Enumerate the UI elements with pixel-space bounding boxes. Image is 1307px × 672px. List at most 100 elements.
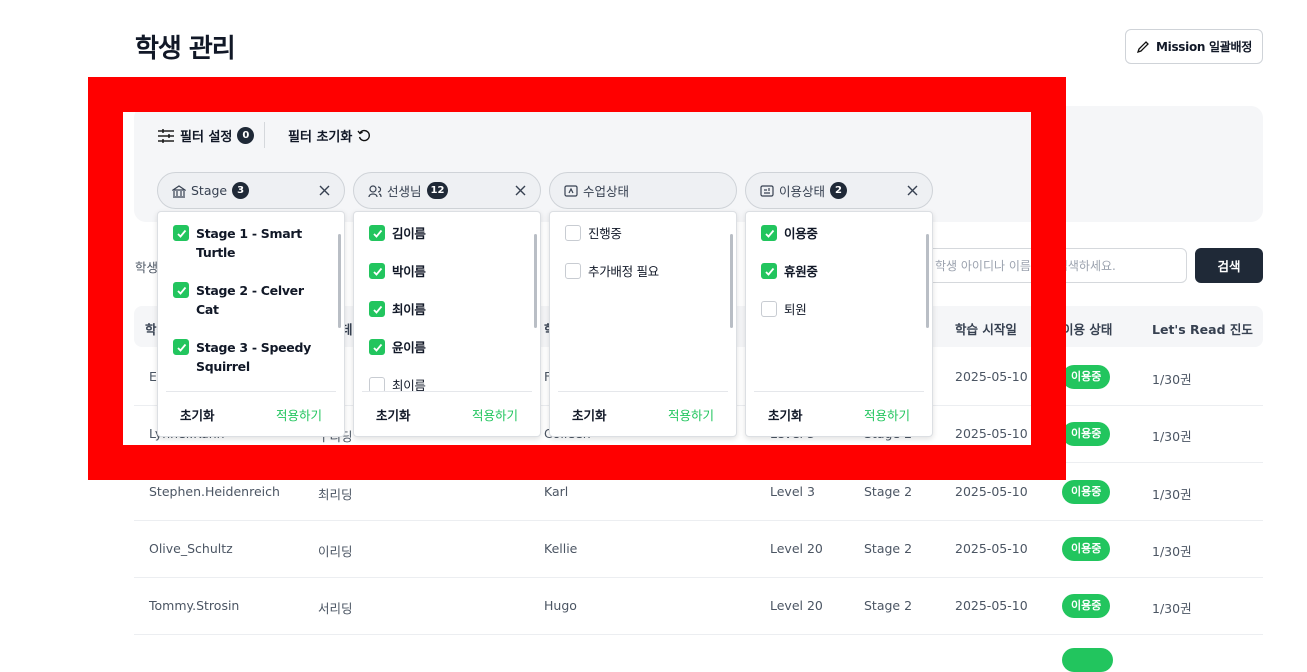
checkbox[interactable]	[173, 225, 189, 241]
table-cell: 2025-05-10	[955, 369, 1028, 384]
dropdown-footer: 초기화 적용하기	[362, 391, 532, 436]
filter-option[interactable]: 김이름	[354, 224, 529, 243]
filter-option[interactable]: 추가배정 필요	[550, 262, 725, 281]
search-button[interactable]: 검색	[1195, 248, 1263, 283]
filter-chip[interactable]: 선생님 12	[353, 172, 541, 209]
chip-clear[interactable]	[515, 181, 526, 200]
table-cell: Tommy.Strosin	[149, 598, 240, 613]
table-cell: F	[544, 369, 552, 384]
filter-option[interactable]: Stage 3 - Speedy Squirrel	[158, 338, 333, 376]
checkbox[interactable]	[761, 225, 777, 241]
dropdown-footer: 초기화 적용하기	[754, 391, 924, 436]
scrollbar	[926, 234, 929, 328]
checkbox[interactable]	[565, 263, 581, 279]
option-label: 최이름	[392, 378, 426, 392]
filter-reset[interactable]: 필터 초기화	[288, 126, 371, 145]
reset-button[interactable]: 초기화	[572, 408, 607, 423]
option-list: 김이름 박이름 최이름 윤이름 최이름	[354, 224, 529, 392]
checkbox[interactable]	[565, 225, 581, 241]
filter-option[interactable]: Stage 2 - Celver Cat	[158, 281, 333, 319]
filter-option[interactable]: 최이름	[354, 300, 529, 319]
chip-label: Stage	[191, 183, 228, 198]
table-cell: 1/30권	[1152, 486, 1192, 502]
table-cell: Level 3	[770, 483, 815, 499]
table-cell: Stage 2	[864, 540, 913, 556]
scrollbar	[534, 234, 537, 328]
filter-option[interactable]: 윤이름	[354, 338, 529, 357]
status-badge-partial	[1062, 648, 1113, 672]
page: 학생 관리 Mission 일괄배정 필터 설정 0 필터 초기화 학생 학생 …	[88, 29, 1263, 672]
highlight-frame	[88, 77, 1066, 480]
chip-clear[interactable]	[319, 181, 330, 200]
table-cell: Olive_Schultz	[149, 540, 233, 556]
option-label: 휴원중	[784, 264, 818, 279]
row-separator	[134, 634, 1263, 635]
chip-label: 선생님	[387, 184, 422, 199]
filter-option[interactable]: 휴원중	[746, 262, 921, 281]
dropdown-footer: 초기화 적용하기	[558, 391, 728, 436]
filter-option[interactable]: 최이름	[354, 376, 529, 392]
filter-count: 0	[237, 127, 255, 144]
filter-settings[interactable]: 필터 설정 0	[157, 126, 255, 145]
filter-option[interactable]: 퇴원	[746, 300, 921, 319]
checkbox[interactable]	[173, 282, 189, 298]
table-cell: Level 20	[770, 540, 823, 556]
filter-option[interactable]: 이용중	[746, 224, 921, 243]
table-cell: Stage 2	[864, 483, 913, 499]
check-icon	[764, 267, 774, 276]
chip-count: 12	[426, 182, 449, 199]
table-cell: Stephen.Heidenreich	[149, 483, 280, 499]
dropdown-footer: 초기화 적용하기	[166, 391, 336, 436]
checkbox[interactable]	[369, 377, 385, 392]
chip-label: 이용상태	[779, 184, 826, 199]
checkbox[interactable]	[369, 301, 385, 317]
column-header: 학습 시작일	[955, 322, 1017, 337]
search-label: 학생	[135, 260, 159, 275]
reset-button[interactable]: 초기화	[768, 408, 803, 423]
table-cell: E	[149, 369, 157, 384]
option-label: Stage 3 - Speedy Squirrel	[196, 340, 311, 374]
checkbox[interactable]	[761, 263, 777, 279]
apply-button[interactable]: 적용하기	[275, 408, 322, 423]
page-title: 학생 관리	[135, 34, 236, 64]
chip-clear[interactable]	[907, 181, 918, 200]
table-cell: 2025-05-10	[955, 598, 1028, 613]
apply-button[interactable]: 적용하기	[667, 408, 714, 423]
filter-option[interactable]: 진행중	[550, 224, 725, 243]
check-icon	[372, 229, 382, 238]
table-cell: 2025-05-10	[955, 483, 1028, 499]
apply-button[interactable]: 적용하기	[863, 408, 910, 423]
chip-count: 3	[232, 182, 250, 199]
table-cell: 2025-05-10	[955, 426, 1028, 442]
checkbox[interactable]	[369, 225, 385, 241]
option-label: 퇴원	[784, 302, 807, 317]
divider	[264, 122, 265, 148]
close-icon	[319, 185, 330, 196]
filter-chip[interactable]: 수업상태	[549, 172, 737, 209]
filter-option[interactable]: 박이름	[354, 262, 529, 281]
mission-button[interactable]: Mission 일괄배정	[1125, 29, 1263, 64]
filter-chip[interactable]: Stage 3	[157, 172, 345, 209]
table-cell: 최리딩	[318, 486, 353, 502]
option-list: Stage 1 - Smart Turtle Stage 2 - Celver C…	[158, 224, 333, 392]
checkbox[interactable]	[369, 339, 385, 355]
filter-option[interactable]: Stage 1 - Smart Turtle	[158, 224, 333, 262]
search-placeholder: 학생 아이디나 이름으로 검색하세요.	[935, 259, 1116, 273]
check-icon	[764, 229, 774, 238]
option-label: 진행중	[588, 226, 622, 241]
reset-button[interactable]: 초기화	[180, 408, 215, 423]
filter-chip[interactable]: 이용상태 2	[745, 172, 933, 209]
table-cell: Level 20	[770, 598, 823, 613]
apply-button[interactable]: 적용하기	[471, 408, 518, 423]
chip-icon	[172, 184, 186, 198]
option-label: 이용중	[784, 226, 818, 241]
checkbox[interactable]	[173, 339, 189, 355]
filter-reset-label: 필터 초기화	[288, 130, 353, 145]
checkbox[interactable]	[369, 263, 385, 279]
check-icon	[176, 286, 186, 295]
checkbox[interactable]	[761, 301, 777, 317]
status-badge: 이용중	[1062, 536, 1111, 561]
reset-button[interactable]: 초기화	[376, 408, 411, 423]
filter-icon	[158, 128, 174, 143]
